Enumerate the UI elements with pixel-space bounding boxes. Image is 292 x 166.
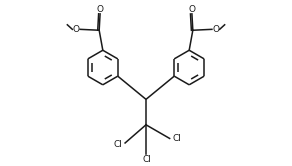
- Text: Cl: Cl: [142, 155, 151, 164]
- Text: Cl: Cl: [173, 134, 181, 143]
- Text: Cl: Cl: [113, 140, 122, 149]
- Text: O: O: [97, 5, 104, 14]
- Text: O: O: [188, 5, 195, 14]
- Text: O: O: [72, 25, 79, 34]
- Text: O: O: [213, 25, 220, 34]
